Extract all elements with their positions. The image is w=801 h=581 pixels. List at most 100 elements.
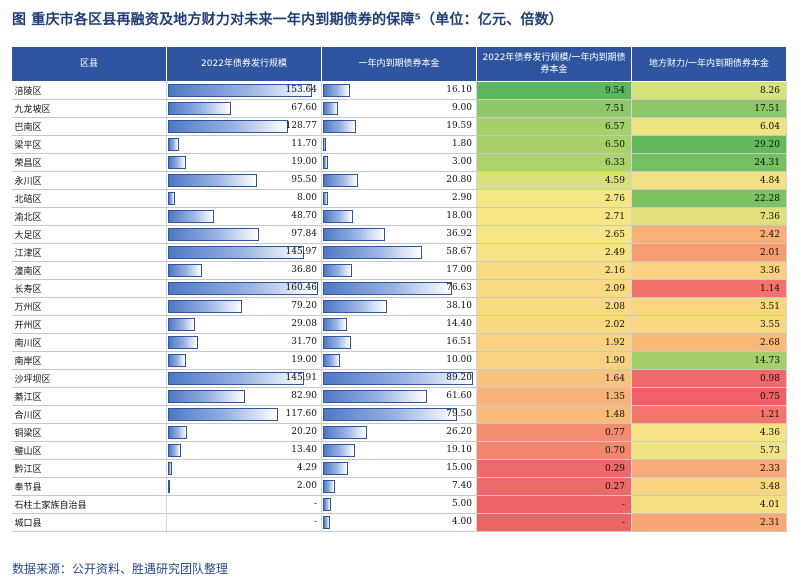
issuance-value: 128.77 [285, 121, 318, 131]
maturity-cell: 16.10 [321, 81, 477, 100]
district-name: 大足区 [11, 225, 167, 244]
issuance-ratio-cell: 0.77 [476, 423, 632, 442]
maturity-value: 18.00 [446, 211, 472, 221]
maturity-cell: 10.00 [321, 351, 477, 370]
maturity-bar [323, 336, 351, 349]
issuance-bar [168, 282, 318, 295]
table-row: 北碚区 8.00 2.90 2.76 22.28 [11, 189, 787, 208]
maturity-bar [323, 408, 457, 421]
fiscal-ratio-cell: 2.31 [631, 513, 787, 532]
issuance-value: 79.20 [291, 301, 317, 311]
maturity-cell: 61.60 [321, 387, 477, 406]
fiscal-ratio-cell: 4.01 [631, 495, 787, 514]
district-name: 石柱土家族自治县 [11, 495, 167, 514]
maturity-bar [323, 102, 339, 115]
district-name: 南岸区 [11, 351, 167, 370]
table-row: 万州区 79.20 38.10 2.08 3.51 [11, 297, 787, 316]
issuance-cell: 13.40 [166, 441, 322, 460]
maturity-cell: 19.10 [321, 441, 477, 460]
table-row: 开州区 29.08 14.40 2.02 3.55 [11, 315, 787, 334]
maturity-value: 16.51 [446, 337, 472, 347]
fiscal-ratio-cell: 8.26 [631, 81, 787, 100]
issuance-ratio-cell: 2.71 [476, 207, 632, 226]
issuance-value: 153.64 [285, 85, 318, 95]
issuance-bar [168, 354, 186, 367]
table-row: 潼南区 36.80 17.00 2.16 3.36 [11, 261, 787, 280]
source-note: 数据来源：公开资料、胜遇研究团队整理 [12, 562, 229, 576]
issuance-ratio-cell: 0.29 [476, 459, 632, 478]
table-row: 南岸区 19.00 10.00 1.90 14.73 [11, 351, 787, 370]
issuance-cell: 2.00 [166, 477, 322, 496]
maturity-cell: 20.80 [321, 171, 477, 190]
table-row: 南川区 31.70 16.51 1.92 2.68 [11, 333, 787, 352]
issuance-value: 19.00 [291, 157, 317, 167]
maturity-value: 9.00 [451, 103, 472, 113]
fiscal-ratio-cell: 2.42 [631, 225, 787, 244]
issuance-cell: 29.08 [166, 315, 322, 334]
district-name: 万州区 [11, 297, 167, 316]
issuance-ratio-cell: 6.50 [476, 135, 632, 154]
issuance-ratio-cell: 2.09 [476, 279, 632, 298]
issuance-value: 36.80 [291, 265, 317, 275]
table-row: 江津区 145.97 58.67 2.49 2.01 [11, 243, 787, 262]
issuance-cell: 4.29 [166, 459, 322, 478]
maturity-cell: 1.80 [321, 135, 477, 154]
issuance-cell: 19.00 [166, 153, 322, 172]
table-row: 渝北区 48.70 18.00 2.71 7.36 [11, 207, 787, 226]
maturity-cell: 5.00 [321, 495, 477, 514]
district-name: 北碚区 [11, 189, 167, 208]
issuance-value: 117.60 [285, 409, 318, 419]
table-row: 城口县 -4.00-2.31 [11, 513, 787, 532]
issuance-value: 4.29 [296, 463, 317, 473]
maturity-cell: 36.92 [321, 225, 477, 244]
issuance-ratio-cell: - [476, 495, 632, 514]
district-name: 铜梁区 [11, 423, 167, 442]
maturity-bar [323, 246, 422, 259]
maturity-cell: 7.40 [321, 477, 477, 496]
maturity-value: 76.63 [446, 283, 472, 293]
issuance-ratio-cell: 6.33 [476, 153, 632, 172]
district-name: 璧山区 [11, 441, 167, 460]
issuance-ratio-cell: 0.27 [476, 477, 632, 496]
district-name: 沙坪坝区 [11, 369, 167, 388]
issuance-cell: 19.00 [166, 351, 322, 370]
maturity-value: 3.00 [451, 157, 472, 167]
maturity-cell: 38.10 [321, 297, 477, 316]
issuance-cell: 95.50 [166, 171, 322, 190]
maturity-value: 58.67 [446, 247, 472, 257]
issuance-value: 48.70 [291, 211, 317, 221]
table-row: 璧山区 13.40 19.10 0.70 5.73 [11, 441, 787, 460]
fiscal-ratio-cell: 14.73 [631, 351, 787, 370]
maturity-bar [323, 498, 332, 511]
issuance-cell: 117.60 [166, 405, 322, 424]
district-name: 永川区 [11, 171, 167, 190]
district-name: 九龙坡区 [11, 99, 167, 118]
issuance-bar [168, 444, 181, 457]
issuance-cell: 153.64 [166, 81, 322, 100]
issuance-bar [168, 390, 246, 403]
page-title: 图 重庆市各区县再融资及地方财力对未来一年内到期债券的保障⁵（单位：亿元、倍数） [12, 12, 564, 28]
table-header-row: 区县 2022年债券发行规模 一年内到期债券本金 2022年债券发行规模/一年内… [11, 46, 787, 82]
maturity-bar [323, 480, 336, 493]
issuance-cell: 82.90 [166, 387, 322, 406]
maturity-bar [323, 120, 356, 133]
issuance-bar [168, 480, 170, 493]
header-ratio-issuance: 2022年债券发行规模/一年内到期债券本金 [476, 46, 632, 82]
issuance-ratio-cell: 1.64 [476, 369, 632, 388]
issuance-ratio-cell: 2.49 [476, 243, 632, 262]
issuance-ratio-cell: 2.65 [476, 225, 632, 244]
issuance-bar [168, 372, 305, 385]
maturity-cell: 58.67 [321, 243, 477, 262]
issuance-bar [168, 336, 198, 349]
district-name: 黔江区 [11, 459, 167, 478]
table-row: 梁平区 11.70 1.80 6.50 29.20 [11, 135, 787, 154]
issuance-value: 97.84 [291, 229, 317, 239]
maturity-bar [323, 192, 328, 205]
issuance-cell: 11.70 [166, 135, 322, 154]
maturity-cell: 26.20 [321, 423, 477, 442]
district-name: 梁平区 [11, 135, 167, 154]
maturity-bar [323, 228, 386, 241]
issuance-value: 145.91 [285, 373, 318, 383]
issuance-cell: - [166, 513, 322, 532]
issuance-cell: 8.00 [166, 189, 322, 208]
